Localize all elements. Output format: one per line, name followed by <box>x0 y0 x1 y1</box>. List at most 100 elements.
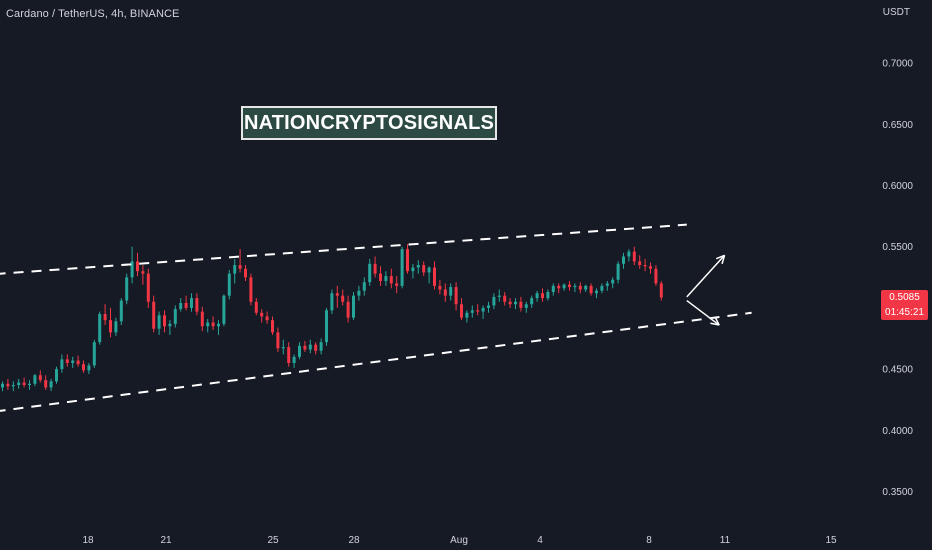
candle <box>346 295 350 323</box>
candle <box>406 244 409 274</box>
candle <box>422 261 426 277</box>
channel-lower-line[interactable] <box>0 311 752 412</box>
candle <box>589 283 593 296</box>
chart-title[interactable]: Cardano / TetherUS, 4h, BINANCE <box>6 8 180 20</box>
candle <box>632 246 636 266</box>
candle <box>341 289 345 306</box>
price-tick-label: 0.3500 <box>882 487 913 498</box>
candle <box>11 381 15 392</box>
candle <box>438 279 442 295</box>
time-tick-label: 21 <box>160 535 172 546</box>
candle <box>503 291 507 306</box>
candle <box>659 280 663 301</box>
time-tick-label: 8 <box>646 535 652 546</box>
candle <box>136 252 139 277</box>
price-tick-label: 0.4500 <box>882 365 913 376</box>
time-axis[interactable]: 18 21 25 28 Aug 4 8 11 15 <box>82 535 837 546</box>
candle <box>411 263 415 279</box>
candle <box>222 294 226 327</box>
candle <box>605 280 609 291</box>
candle <box>92 339 96 368</box>
candle <box>530 295 534 308</box>
currency-label[interactable]: USDT <box>882 7 910 18</box>
candle <box>184 295 188 311</box>
candle <box>206 318 210 333</box>
candle <box>600 283 604 294</box>
candle <box>557 283 561 294</box>
candle <box>400 246 404 289</box>
candle <box>98 311 102 345</box>
candle <box>49 378 53 392</box>
candle <box>638 255 642 269</box>
candle <box>276 327 280 352</box>
candle <box>373 256 377 278</box>
candle <box>190 293 193 312</box>
candle <box>508 298 512 308</box>
candle <box>244 265 247 281</box>
candle <box>168 320 172 335</box>
price-tick-label: 0.4000 <box>882 426 913 437</box>
channel-upper-line[interactable] <box>0 223 687 275</box>
bar-countdown: 01:45:21 <box>885 307 924 318</box>
candle <box>157 311 161 335</box>
candle <box>584 284 588 292</box>
last-price-value: 0.5085 <box>889 292 920 303</box>
candle <box>6 378 10 390</box>
candle <box>514 298 517 310</box>
candle <box>497 289 501 302</box>
time-tick-label: 4 <box>537 535 543 546</box>
candle <box>254 298 258 316</box>
candle <box>227 269 231 300</box>
candle <box>627 249 631 262</box>
candle <box>22 377 26 388</box>
candle <box>649 262 652 274</box>
candle <box>470 305 474 318</box>
time-tick-label: 18 <box>82 535 94 546</box>
candle <box>303 340 307 352</box>
candle <box>271 316 274 335</box>
candle <box>17 378 21 389</box>
candle <box>119 298 123 326</box>
candle <box>325 307 328 346</box>
candle <box>562 283 566 291</box>
arrow-down-annotation[interactable] <box>686 299 720 326</box>
candle <box>76 355 80 367</box>
candle <box>449 283 453 301</box>
candle <box>443 283 447 302</box>
candle <box>211 316 215 330</box>
candle <box>28 380 31 390</box>
candle <box>427 266 431 284</box>
time-tick-label: 28 <box>348 535 360 546</box>
candle <box>314 342 318 355</box>
candle <box>330 289 334 315</box>
candle <box>33 373 37 387</box>
candle <box>260 309 264 323</box>
candle <box>195 293 199 316</box>
candle <box>535 290 539 302</box>
candles-layer <box>1 244 663 392</box>
candle <box>595 288 598 299</box>
candle <box>611 277 615 289</box>
time-tick-label: 15 <box>825 535 837 546</box>
candle <box>654 265 658 286</box>
candle <box>568 280 571 291</box>
candle <box>238 249 242 273</box>
candle <box>362 277 366 296</box>
candle <box>103 304 107 326</box>
candle <box>460 298 463 321</box>
arrow-up-annotation[interactable] <box>686 254 726 298</box>
last-price-badge: 0.5085 01:45:21 <box>881 290 928 320</box>
candle <box>60 354 64 373</box>
candle <box>622 252 625 269</box>
watermark-label: NATIONCRYPTOSIGNALS <box>241 106 497 140</box>
candle <box>519 296 523 312</box>
candle <box>71 356 75 368</box>
candle <box>82 360 85 373</box>
candle <box>551 283 555 296</box>
price-tick-label: 0.5500 <box>882 242 913 253</box>
price-axis[interactable]: 0.7000 0.6500 0.6000 0.5500 0.4500 0.4000 0.35… <box>882 59 913 498</box>
candle <box>163 310 166 333</box>
candle <box>292 354 296 368</box>
candle <box>109 307 112 338</box>
